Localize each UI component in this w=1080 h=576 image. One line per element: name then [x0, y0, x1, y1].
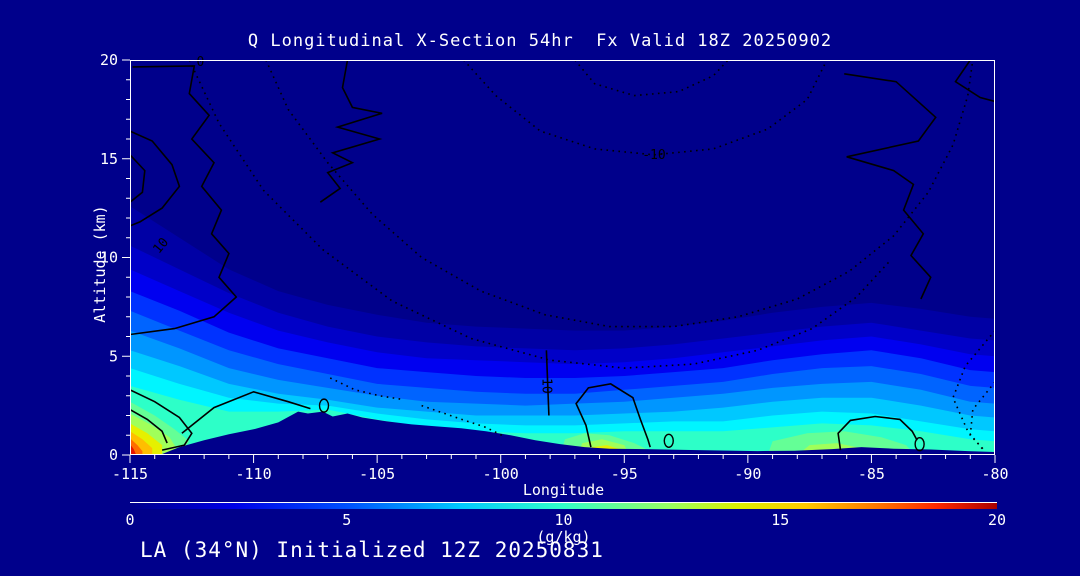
solid-contour-line: [130, 408, 168, 444]
solid-contour-line: [545, 350, 550, 416]
solid-contour-line: [954, 60, 995, 103]
x-tick-label: -115: [112, 465, 148, 483]
y-tick-label: 10: [100, 249, 118, 267]
closed-contour-ring: [318, 398, 330, 413]
closed-contour-ring: [663, 433, 674, 448]
closed-contour-ring: [914, 436, 925, 452]
q-filled-contours: [130, 206, 995, 455]
dotted-contour-line: [574, 60, 729, 97]
x-axis-label: Longitude: [522, 481, 605, 499]
wind-contours: [130, 60, 995, 452]
q-band: [130, 444, 137, 455]
colorbar-units-label: (g/kg): [536, 528, 591, 546]
colorbar: [130, 502, 997, 509]
solid-contour-line: [575, 383, 651, 448]
colorbar-tick-label: 10: [554, 511, 573, 529]
y-tick-label: 15: [100, 150, 118, 168]
dotted-contour-line: [952, 330, 995, 450]
dotted-contour-line: [969, 381, 995, 452]
axis-ticks: [122, 59, 996, 463]
dotted-contour-line: [463, 60, 828, 156]
contour-label: 10: [538, 378, 553, 394]
init-caption: LA (34°N) Initialized 12Z 20250831: [140, 538, 604, 562]
dotted-contour-line: [265, 60, 974, 328]
y-tick-label: 20: [100, 51, 118, 69]
colorbar-tick-label: 15: [771, 511, 790, 529]
solid-contour-line: [130, 65, 238, 336]
x-tick-label: -80: [981, 465, 1008, 483]
solid-contour-line: [837, 415, 918, 451]
dotted-contour-line: [421, 404, 507, 438]
x-tick-label: -105: [359, 465, 395, 483]
solid-contour-line: [181, 390, 311, 434]
contour-label: -10: [642, 148, 665, 163]
plot-frame: [130, 60, 995, 455]
x-tick-label: -90: [734, 465, 761, 483]
x-tick-label: -110: [236, 465, 272, 483]
colorbar-tick-label: 20: [987, 511, 1007, 529]
terrain-silhouette: [159, 411, 995, 455]
contour-label: 0: [197, 55, 205, 70]
colorbar-tick-label: 0: [125, 511, 135, 529]
y-axis-label: Altitude (km): [91, 205, 109, 323]
x-tick-label: -95: [611, 465, 638, 483]
solid-contour-line: [130, 154, 146, 203]
x-tick-label: -100: [483, 465, 519, 483]
solid-contour-line: [130, 130, 181, 227]
dotted-contour-line: [188, 60, 892, 369]
y-tick-label: 5: [109, 347, 118, 365]
solid-contour-line: [130, 389, 193, 451]
colorbar-tick-label: 5: [342, 511, 352, 529]
y-tick-label: 0: [109, 446, 118, 464]
solid-contour-line: [844, 73, 937, 300]
x-tick-label: -85: [858, 465, 885, 483]
solid-contour-line: [319, 60, 383, 203]
chart-title: Q Longitudinal X-Section 54hr Fx Valid 1…: [247, 31, 833, 51]
